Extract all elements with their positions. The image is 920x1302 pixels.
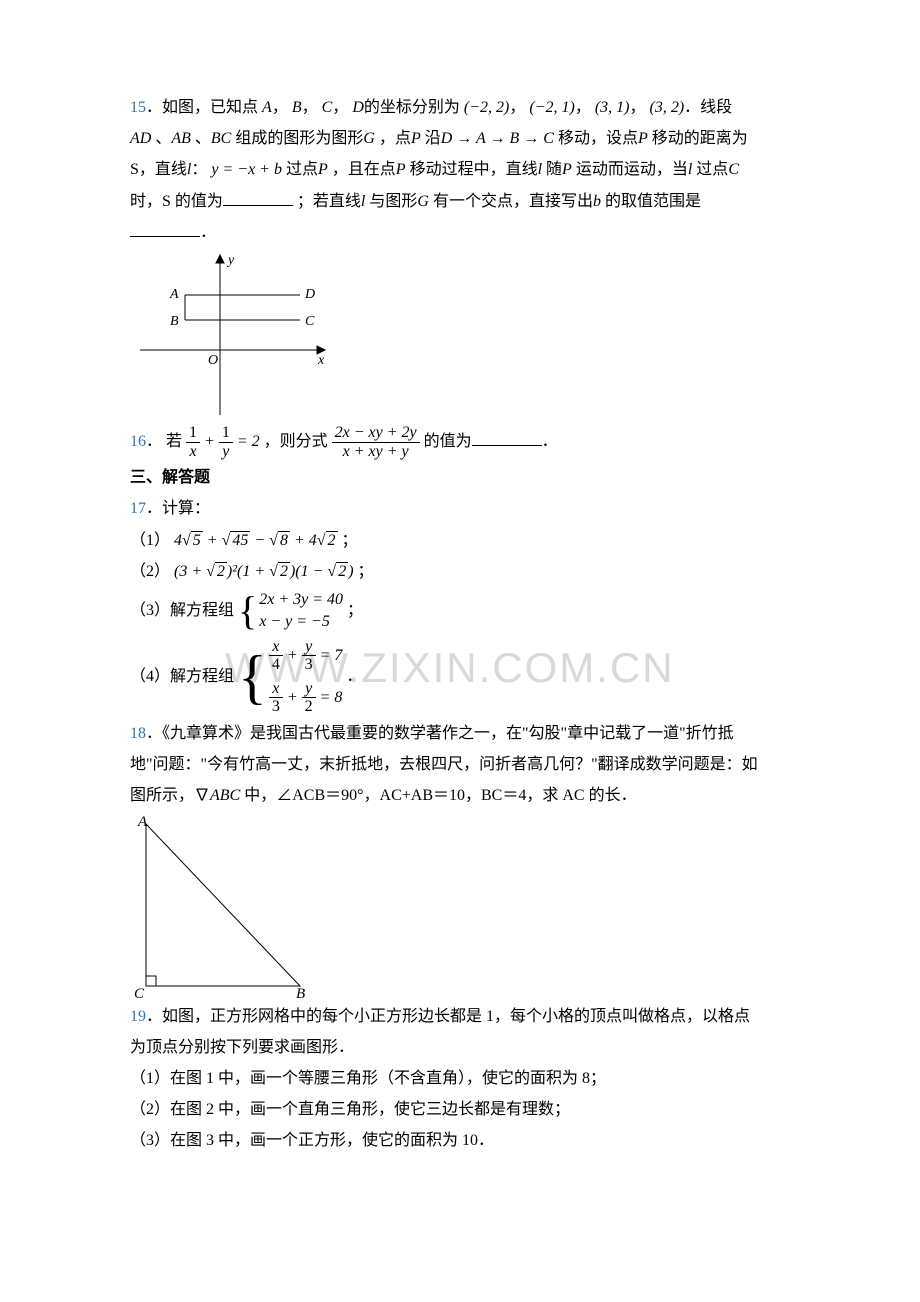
q17-p2-expr: (3 + √2)²(1 + √2)(1 − √2) bbox=[174, 563, 354, 580]
q15-line5: ． bbox=[130, 219, 800, 246]
blank bbox=[472, 429, 542, 446]
q18-line3: 图所示，∇ABC 中，∠ACB＝90°，AC+AB＝10，BC＝4，求 AC 的… bbox=[130, 782, 800, 809]
system-2: { x4 + y3 = 7 x3 + y2 = 8 bbox=[238, 638, 342, 716]
svg-text:B: B bbox=[296, 986, 305, 999]
q19-line2: 为顶点分别按下列要求画图形． bbox=[130, 1034, 800, 1061]
blank bbox=[223, 189, 293, 206]
q18-line1: 18．《九章算术》是我国古代最重要的数学著作之一，在"勾股"章中记载了一道"折竹… bbox=[130, 720, 800, 747]
q15-line4: 时，S 的值为 ；若直线l 与图形G 有一个交点，直接写出b 的取值范围是 bbox=[130, 188, 800, 215]
content: 15．如图，已知点 A， B， C， D的坐标分别为 (−2, 2)， (−2,… bbox=[130, 94, 800, 1155]
label-x: x bbox=[317, 353, 325, 368]
q16: 16． 若 1x + 1y = 2 ，则分式 2x − xy + 2yx + x… bbox=[130, 424, 800, 460]
q18-num: 18 bbox=[130, 725, 146, 742]
label-D: D bbox=[304, 287, 315, 302]
q15-line3: S，直线l： y = −x + b 过点P ，且在点P 移动过程中，直线l 随P… bbox=[130, 156, 800, 183]
frac-main: 2x − xy + 2yx + xy + y bbox=[332, 424, 420, 460]
q17-p4: （4）解方程组 { x4 + y3 = 7 x3 + y2 = 8 bbox=[130, 638, 800, 716]
blank bbox=[130, 220, 200, 237]
q18-line2: 地"问题："今有竹高一丈，末折抵地，去根四尺，问折者高几何？"翻译成数学问题是：… bbox=[130, 751, 800, 778]
q17-p1: （1） 4√5 + √45 − √8 + 4√2 ； bbox=[130, 527, 800, 554]
q17-p2: （2） (3 + √2)²(1 + √2)(1 − √2) ； bbox=[130, 558, 800, 585]
q17-header: 17．计算： bbox=[130, 495, 800, 522]
q19-line1: 19．如图，正方形网格中的每个小正方形边长都是 1，每个小格的顶点叫做格点，以格… bbox=[130, 1003, 800, 1030]
svg-text:C: C bbox=[134, 986, 145, 999]
system-1: { 2x + 3y = 40 x − y = −5 bbox=[238, 589, 343, 634]
section-3-title: 三、解答题 bbox=[130, 464, 800, 491]
q16-num: 16 bbox=[130, 433, 146, 450]
q17-p1-expr: 4√5 + √45 − √8 + 4√2 bbox=[174, 532, 338, 549]
frac-1y: 1y bbox=[219, 424, 233, 460]
q18-figure: A C B bbox=[130, 814, 320, 999]
q17-p3: （3）解方程组 { 2x + 3y = 40 x − y = −5 ； bbox=[130, 589, 800, 634]
label-O: O bbox=[208, 353, 218, 368]
label-C: C bbox=[305, 314, 315, 329]
q17-num: 17 bbox=[130, 500, 146, 517]
q19-p3: （3）在图 3 中，画一个正方形，使它的面积为 10． bbox=[130, 1127, 800, 1154]
label-B: B bbox=[170, 314, 179, 329]
label-y: y bbox=[226, 253, 235, 268]
q15-line2: AD 、AB 、BC 组成的图形为图形G ，点P 沿D → A → B → C … bbox=[130, 125, 800, 152]
q15-figure: A D B C O x y bbox=[130, 250, 330, 420]
svg-text:A: A bbox=[137, 814, 148, 830]
q15-line1: 15．如图，已知点 A， B， C， D的坐标分别为 (−2, 2)， (−2,… bbox=[130, 94, 800, 121]
frac-1x: 1x bbox=[186, 424, 200, 460]
q15-num: 15 bbox=[130, 99, 146, 116]
q19-p1: （1）在图 1 中，画一个等腰三角形（不含直角），使它的面积为 8； bbox=[130, 1065, 800, 1092]
label-A: A bbox=[169, 287, 179, 302]
q19-p2: （2）在图 2 中，画一个直角三角形，使它三边长都是有理数； bbox=[130, 1096, 800, 1123]
q19-num: 19 bbox=[130, 1008, 146, 1025]
